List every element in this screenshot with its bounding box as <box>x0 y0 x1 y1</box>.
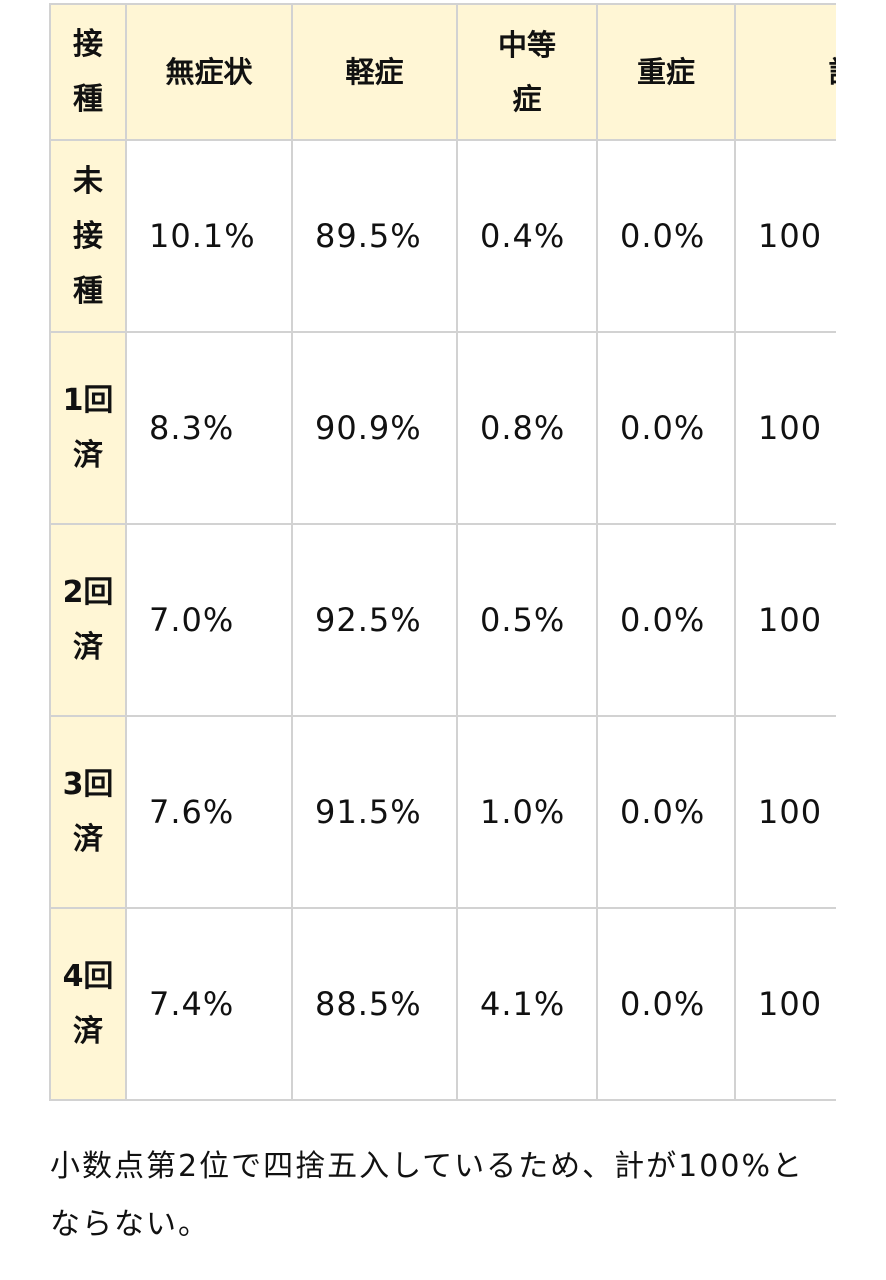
table-cell: 0.8% <box>456 331 598 525</box>
table-row: 4回済 7.4% 88.5% 4.1% 0.0% 100 <box>49 907 836 1101</box>
table-cell: 8.3% <box>125 331 293 525</box>
table-cell: 100 <box>734 331 836 525</box>
header-total: 計 <box>734 3 836 141</box>
header-mild: 軽症 <box>291 3 458 141</box>
table-cell: 0.0% <box>596 523 736 717</box>
symptom-table: 接種 無症状 軽症 中等症 重症 計 未接種10.1%89.5%0.4%0.0%… <box>49 3 836 1101</box>
table-cell: 7.6% <box>125 715 293 909</box>
table-cell: 90.9% <box>291 331 458 525</box>
table-cell: 0.5% <box>456 523 598 717</box>
header-moderate: 中等症 <box>456 3 598 141</box>
row-header: 2回済 <box>49 523 127 717</box>
table-cell: 10.1% <box>125 139 293 333</box>
table-row: 1回済 8.3% 90.9% 0.8% 0.0% 100 <box>49 331 836 525</box>
table-cell: 100 <box>734 715 836 909</box>
header-severe: 重症 <box>596 3 736 141</box>
table-cell: 100 <box>734 907 836 1101</box>
table-cell: 100 <box>734 523 836 717</box>
table-cell: 0.0% <box>596 907 736 1101</box>
table-row: 3回済 7.6% 91.5% 1.0% 0.0% 100 <box>49 715 836 909</box>
table-cell: 0.0% <box>596 331 736 525</box>
table-cell: 91.5% <box>291 715 458 909</box>
table-row: 未接種 10.1% 89.5% 0.4% 0.0% 100 <box>49 139 836 333</box>
row-header: 4回済 <box>49 907 127 1101</box>
table-cell: 89.5% <box>291 139 458 333</box>
row-header: 3回済 <box>49 715 127 909</box>
table-cell: 0.4% <box>456 139 598 333</box>
table-header-row: 接種 無症状 軽症 中等症 重症 計 <box>49 3 836 141</box>
footnote: 小数点第2位で四捨五入しているため、計が100%とならない。 <box>50 1149 804 1242</box>
table-cell: 100 <box>734 139 836 333</box>
row-header: 1回済 <box>49 331 127 525</box>
table-cell: 0.0% <box>596 139 736 333</box>
table-cell: 0.0% <box>596 715 736 909</box>
header-vaccination: 接種 <box>49 3 127 141</box>
table-cell: 7.4% <box>125 907 293 1101</box>
row-header: 未接種 <box>49 139 127 333</box>
table-cell: 88.5% <box>291 907 458 1101</box>
table-container: 接種 無症状 軽症 中等症 重症 計 未接種10.1%89.5%0.4%0.0%… <box>49 3 836 1101</box>
table-cell: 92.5% <box>291 523 458 717</box>
table-cell: 4.1% <box>456 907 598 1101</box>
table-row: 2回済 7.0% 92.5% 0.5% 0.0% 100 <box>49 523 836 717</box>
table-cell: 7.0% <box>125 523 293 717</box>
header-asymptomatic: 無症状 <box>125 3 293 141</box>
table-cell: 1.0% <box>456 715 598 909</box>
